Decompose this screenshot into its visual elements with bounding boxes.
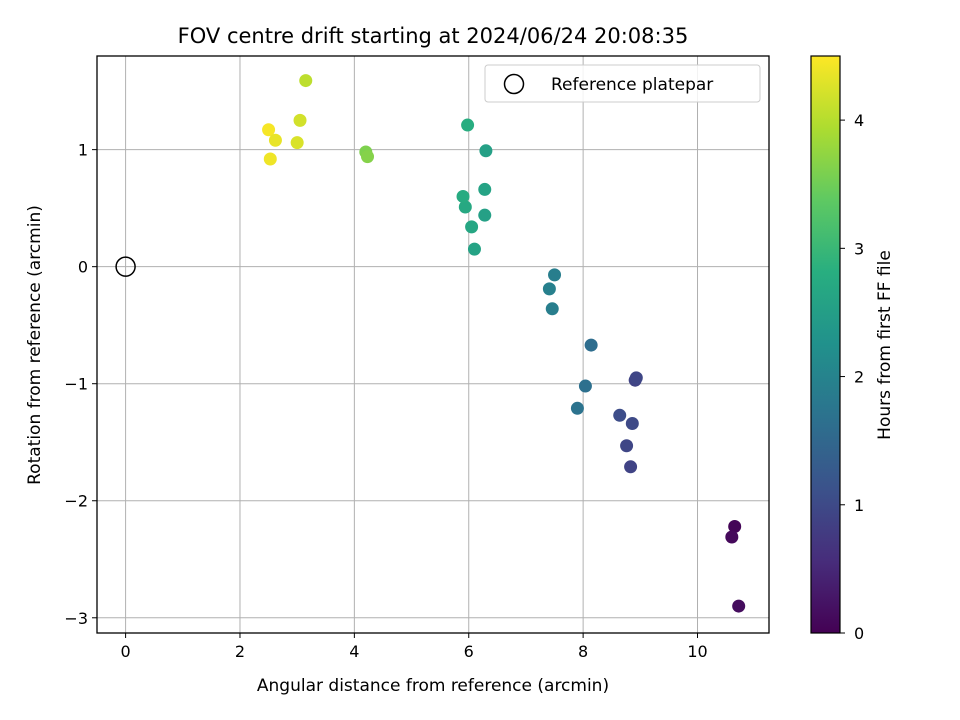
data-point xyxy=(478,182,492,196)
data-point xyxy=(584,338,598,352)
y-tick-label: 1 xyxy=(78,141,88,160)
data-point xyxy=(548,268,562,282)
colorbar-tick-label: 3 xyxy=(854,239,864,258)
colorbar-ticks: 0 1 2 3 4 xyxy=(840,111,864,643)
data-point xyxy=(479,144,493,158)
data-point xyxy=(613,408,627,422)
data-point xyxy=(268,133,282,147)
x-tick-label: 0 xyxy=(121,642,131,661)
data-point xyxy=(465,220,479,234)
x-axis-label: Angular distance from reference (arcmin) xyxy=(257,676,609,696)
colorbar-tick-label: 0 xyxy=(854,624,864,643)
data-point xyxy=(578,379,592,393)
data-point xyxy=(620,439,634,453)
y-tick-label: −1 xyxy=(64,375,88,394)
legend-reference-marker xyxy=(503,73,525,95)
x-tick-label: 4 xyxy=(349,642,359,661)
data-point xyxy=(290,136,304,150)
data-point xyxy=(461,118,475,132)
data-point xyxy=(624,460,638,474)
x-tick-label: 10 xyxy=(687,642,707,661)
legend-box xyxy=(484,64,761,103)
data-points xyxy=(262,74,746,613)
data-point xyxy=(728,519,742,533)
y-tick-label: −2 xyxy=(64,492,88,511)
x-tick-label: 6 xyxy=(464,642,474,661)
data-point xyxy=(542,282,556,296)
data-point xyxy=(293,113,307,127)
data-point xyxy=(456,189,470,203)
colorbar-tick-label: 4 xyxy=(854,111,864,130)
legend: Reference platepar xyxy=(484,64,761,103)
data-point xyxy=(262,123,276,137)
data-point xyxy=(725,530,739,544)
data-point xyxy=(625,417,639,431)
grid-lines xyxy=(97,56,769,633)
colorbar-tick-label: 1 xyxy=(854,496,864,515)
colorbar-label: Hours from first FF file xyxy=(875,250,895,440)
plot-frame xyxy=(96,55,770,634)
x-tick-label: 8 xyxy=(578,642,588,661)
x-tick-label: 2 xyxy=(235,642,245,661)
y-axis-ticks: −3 −2 −1 0 1 xyxy=(64,141,97,628)
data-point xyxy=(732,599,746,613)
data-point xyxy=(458,200,472,214)
data-point xyxy=(570,401,584,415)
data-point xyxy=(629,371,643,385)
colorbar-tick-label: 2 xyxy=(854,368,864,387)
y-tick-label: 0 xyxy=(78,258,88,277)
chart-title: FOV centre drift starting at 2024/06/24 … xyxy=(178,24,689,48)
y-axis-label: Rotation from reference (arcmin) xyxy=(25,205,45,485)
colorbar xyxy=(810,55,841,634)
data-point xyxy=(545,302,559,316)
legend-label-reference: Reference platepar xyxy=(551,75,713,95)
data-point xyxy=(263,152,277,166)
reference-marker xyxy=(115,256,136,277)
reference-marker-group xyxy=(115,256,136,277)
y-tick-label: −3 xyxy=(64,609,88,628)
data-point xyxy=(299,74,313,88)
data-point xyxy=(478,208,492,222)
x-axis-ticks: 0 2 4 6 8 10 xyxy=(121,633,708,661)
data-point xyxy=(361,150,375,164)
data-point xyxy=(467,242,481,256)
